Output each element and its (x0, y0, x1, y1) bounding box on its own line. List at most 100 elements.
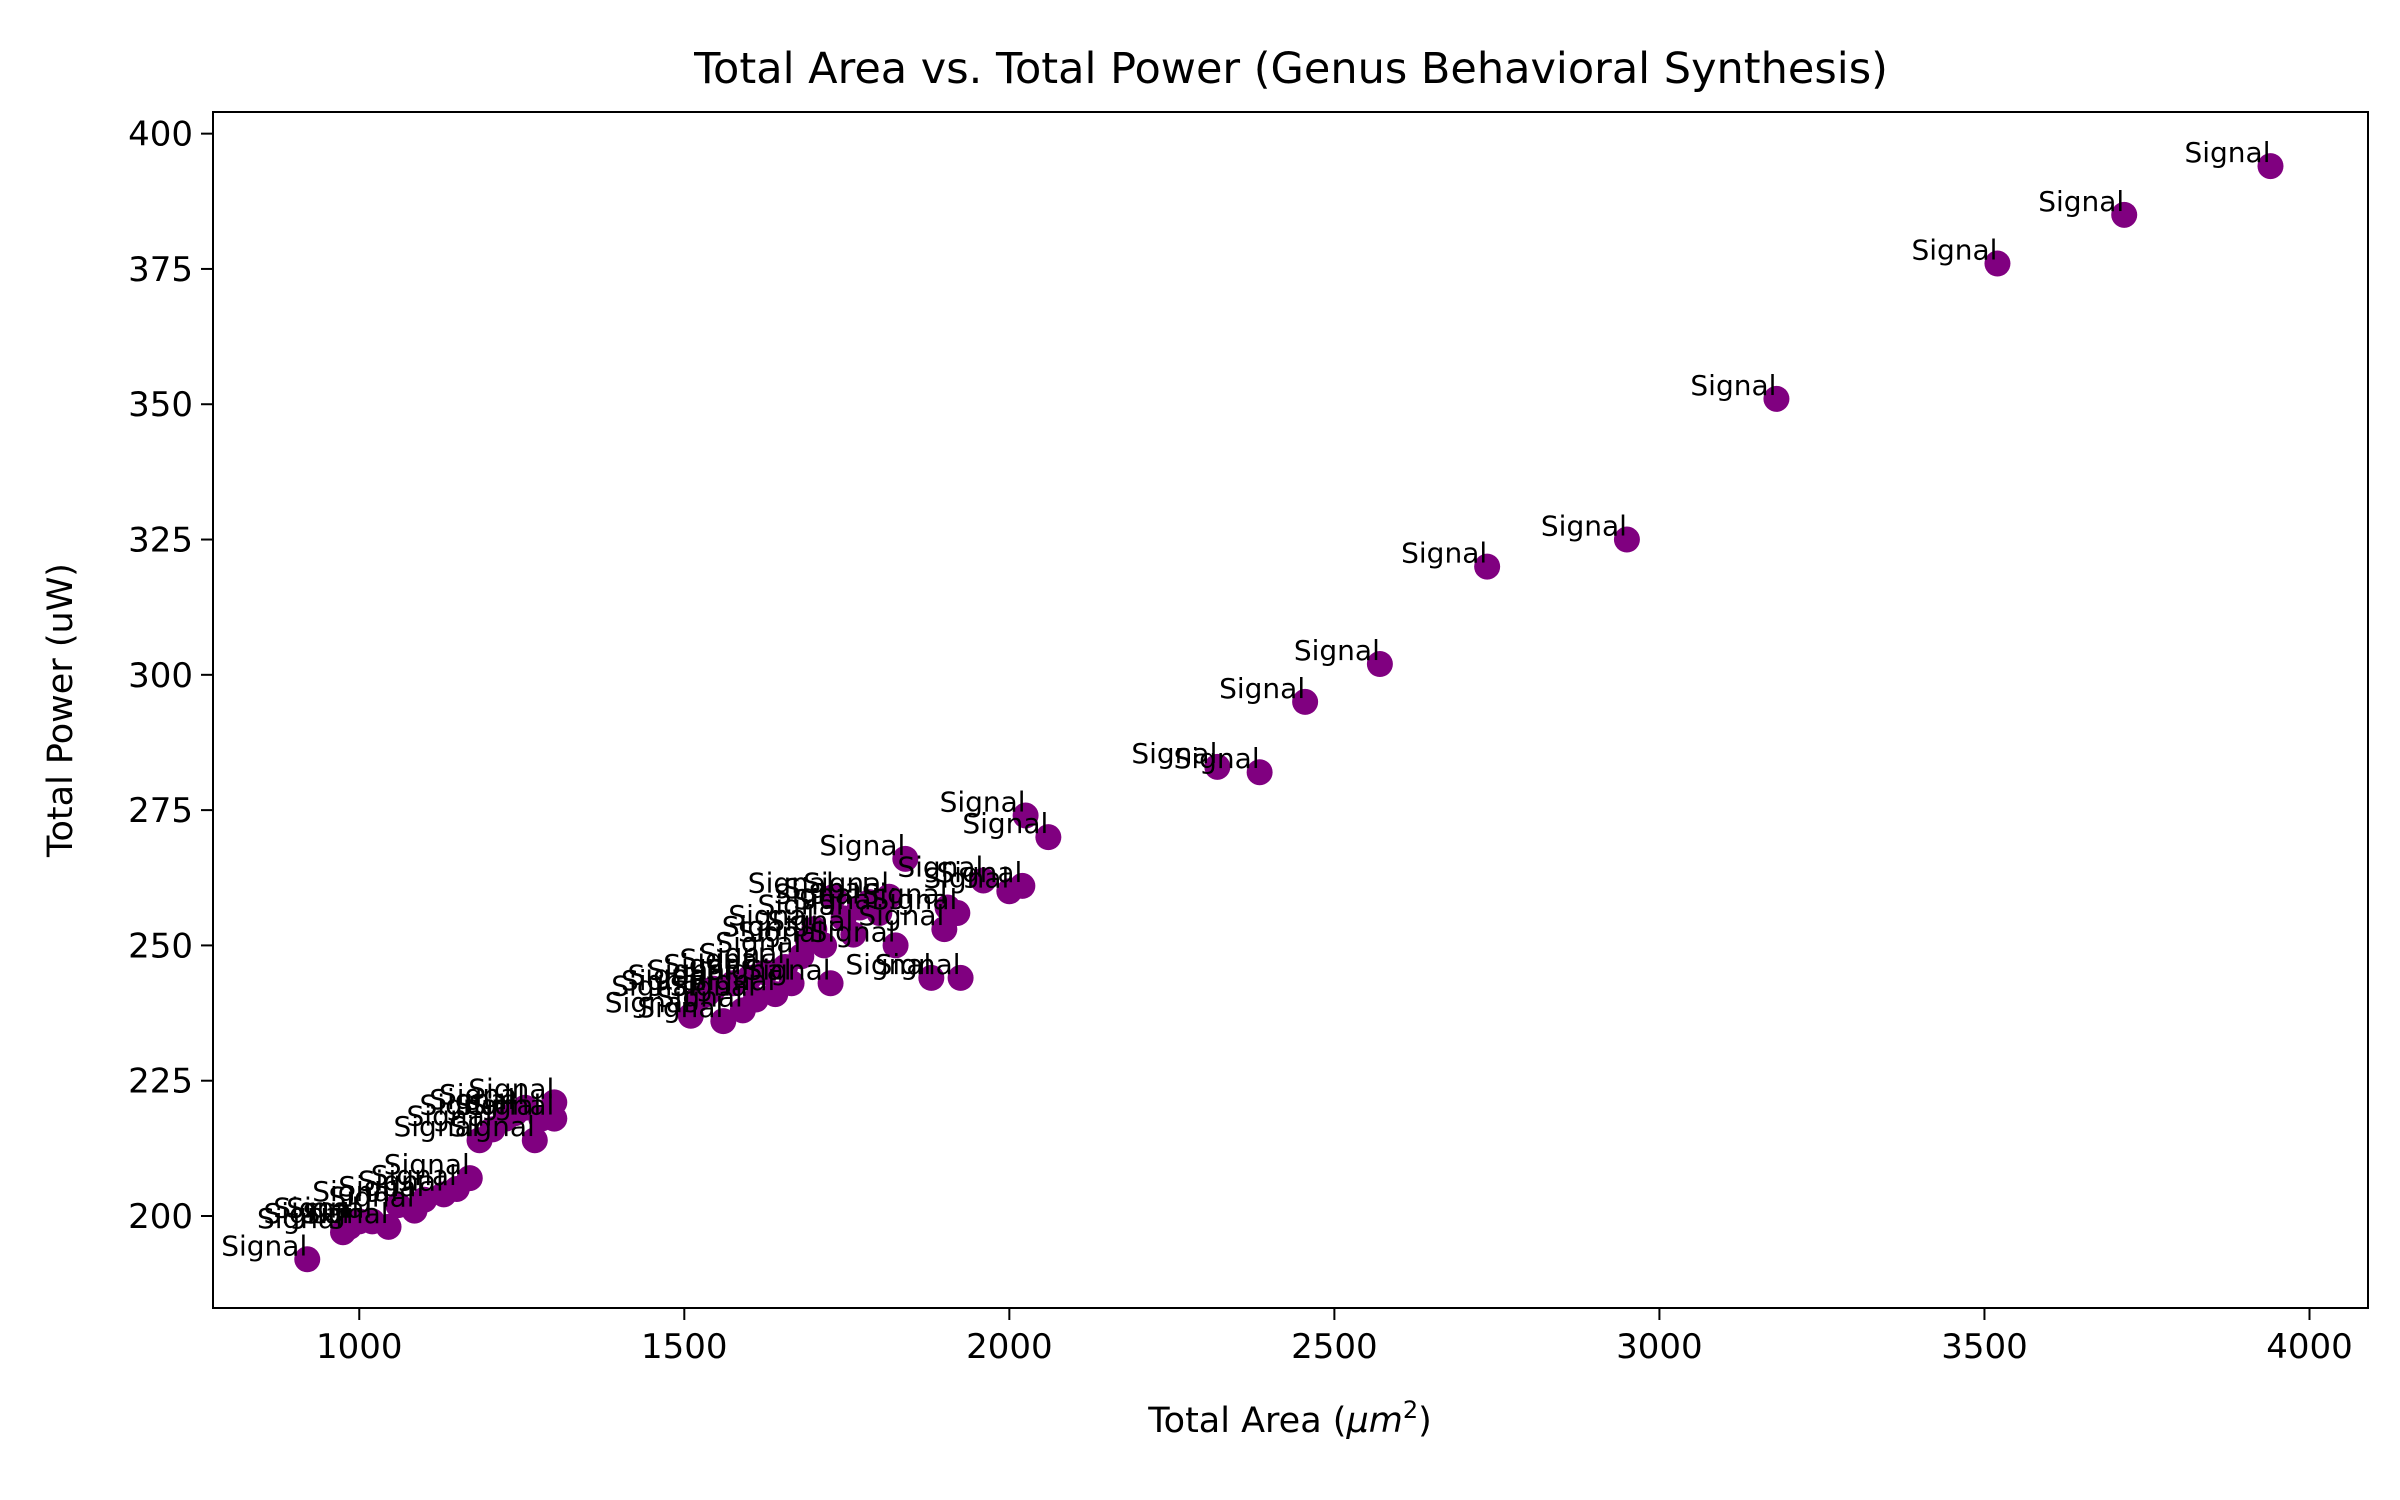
point-label: Signal (449, 1110, 535, 1143)
point-label: Signal (774, 878, 860, 911)
point-label: Signal (468, 1072, 554, 1105)
point-label: Signal (358, 1164, 444, 1197)
point-label: Signal (748, 867, 834, 900)
scatter-point (294, 1246, 321, 1273)
point-label: Signal (699, 937, 785, 970)
chart-title: Total Area vs. Total Power (Genus Behavi… (693, 44, 1888, 94)
point-label: Signal (2038, 185, 2124, 218)
point-label: Signal (940, 786, 1026, 819)
points-layer (294, 153, 2284, 1273)
x-tick-label: 2000 (966, 1327, 1053, 1367)
point-label: Signal (407, 1099, 493, 1132)
point-label: Signal (286, 1191, 372, 1224)
scatter-point (1009, 872, 1036, 899)
point-label: Signal (605, 986, 691, 1019)
point-label: Signal (858, 899, 944, 932)
point-label: Signal (394, 1110, 480, 1143)
point-label: Signal (384, 1148, 470, 1181)
point-label: Signal (257, 1202, 343, 1235)
point-label: Signal (264, 1197, 350, 1230)
scatter-point (1246, 759, 1273, 786)
point-label: Signal (621, 964, 707, 997)
point-label: Signal (745, 953, 831, 986)
point-label: Signal (706, 953, 792, 986)
scatter-point (1012, 802, 1039, 829)
point-label: Signal (439, 1078, 525, 1111)
y-tick-label: 275 (128, 791, 193, 831)
point-label: Signal (2184, 136, 2270, 169)
scatter-point (521, 1127, 548, 1154)
point-label: Signal (670, 970, 756, 1003)
point-label: Signal (923, 861, 1009, 894)
point-label: Signal (468, 1089, 554, 1122)
x-axis: 1000 1500 2000 2500 3000 3500 4000 (316, 1308, 2353, 1367)
scatter-point (882, 932, 909, 959)
scatter-point (710, 1008, 737, 1035)
x-tick-label: 4000 (2266, 1327, 2353, 1367)
point-label: Signal (875, 948, 961, 981)
y-tick-label: 250 (128, 926, 193, 966)
point-label: Signal (871, 883, 957, 916)
point-label: Signal (637, 991, 723, 1024)
scatter-point (541, 1105, 568, 1132)
point-label: Signal (221, 1229, 307, 1262)
scatter-point (876, 883, 903, 910)
scatter-point (1613, 526, 1640, 553)
scatter-point (456, 1165, 483, 1192)
point-label: Signal (1911, 234, 1997, 267)
point-label: Signal (689, 964, 775, 997)
point-label: Signal (429, 1083, 515, 1116)
y-tick-label: 400 (128, 115, 193, 155)
point-label: Signal (803, 867, 889, 900)
point-label: Signal (628, 959, 714, 992)
scatter-point (944, 899, 971, 926)
point-label: Signal (1690, 369, 1776, 402)
scatter-point (811, 932, 838, 959)
scatter-point (700, 975, 727, 1002)
point-label: Signal (715, 926, 801, 959)
scatter-point (2257, 153, 2284, 180)
point-label: Signal (303, 1197, 389, 1230)
point-label: Signal (897, 850, 983, 883)
point-label: Signal (728, 899, 814, 932)
x-tick-label: 1000 (316, 1327, 403, 1367)
y-axis-title: Total Power (uW) (41, 563, 81, 858)
scatter-point (752, 959, 779, 986)
plot-frame (212, 111, 2369, 1309)
point-label: Signal (1219, 672, 1305, 705)
point-label: Signal (738, 915, 824, 948)
x-tick-label: 3500 (1941, 1327, 2028, 1367)
x-tick-label: 1500 (641, 1327, 728, 1367)
point-label: Signal (1131, 737, 1217, 770)
point-label: Signal (647, 953, 733, 986)
x-tick-label: 3000 (1616, 1327, 1703, 1367)
point-label: Signal (936, 856, 1022, 889)
point-label: Signal (722, 910, 808, 943)
scatter-point (918, 964, 945, 991)
point-label: Signal (845, 948, 931, 981)
scatter-point (892, 845, 919, 872)
scatter-point (1763, 385, 1790, 412)
scatter-point (411, 1186, 438, 1213)
point-label: Signal (962, 807, 1048, 840)
point-label: Signal (862, 878, 948, 911)
scatter-point (840, 921, 867, 948)
scatter-point (375, 1213, 402, 1240)
point-label: Signal (273, 1191, 359, 1224)
point-label: Signal (420, 1089, 506, 1122)
point-label: Signal (1174, 742, 1260, 775)
point-label: Signal (819, 829, 905, 862)
x-axis-title: Total Area (μm2) (1147, 1396, 1432, 1441)
point-label: Signal (1294, 634, 1380, 667)
point-label: Signal (1401, 537, 1487, 570)
y-tick-label: 325 (128, 521, 193, 561)
point-label: Signal (371, 1159, 457, 1192)
scatter-point (778, 970, 805, 997)
scatter-point (817, 970, 844, 997)
y-tick-label: 350 (128, 385, 193, 425)
point-label: Signal (680, 942, 766, 975)
scatter-point (2111, 201, 2138, 228)
scatter-point (820, 883, 847, 910)
scatter-point (947, 964, 974, 991)
